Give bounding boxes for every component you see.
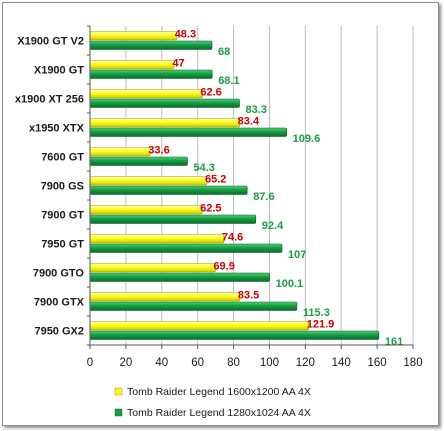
x-tick-label: 80 [227, 357, 240, 369]
category-label: 7900 GTO [33, 268, 85, 280]
category-label: 7950 GX2 [34, 326, 84, 338]
data-label-series-2: 68 [218, 46, 230, 58]
x-tick-label: 180 [403, 357, 422, 369]
bar-series-1 [89, 31, 177, 41]
x-tick-label: 60 [191, 357, 204, 369]
category-label: X1900 GT [34, 65, 84, 77]
bar-series-1 [89, 60, 175, 70]
category-label: 7900 GT [41, 210, 84, 222]
bar-series-2 [89, 98, 240, 108]
category-label: 7600 GT [41, 152, 84, 164]
data-label-series-1: 65.2 [205, 174, 226, 186]
bar-series-2 [89, 272, 270, 282]
data-label-series-1: 47 [172, 58, 184, 70]
data-label-series-2: 161 [385, 336, 403, 348]
data-label-series-1: 33.6 [148, 145, 169, 157]
x-tick-label: 140 [332, 357, 351, 369]
data-label-series-1: 83.5 [238, 290, 259, 302]
bar-series-1 [89, 234, 225, 244]
data-label-series-1: 74.6 [222, 232, 243, 244]
chart-frame [2, 2, 439, 426]
category-label: x1950 XTX [29, 123, 85, 135]
data-label-series-2: 109.6 [293, 133, 321, 145]
category-label: X1900 GT V2 [17, 36, 84, 48]
data-label-series-2: 115.3 [303, 307, 330, 319]
bar-series-1 [89, 263, 216, 273]
data-label-series-2: 107 [288, 249, 306, 261]
data-label-series-1: 48.3 [175, 29, 196, 41]
bar-series-1 [89, 292, 241, 302]
bar-series-2 [89, 156, 188, 166]
bar-series-2 [89, 214, 257, 224]
x-tick-label: 120 [296, 357, 315, 369]
data-label-series-2: 54.3 [193, 162, 214, 174]
bar-series-1 [89, 205, 203, 215]
bar-series-2 [89, 69, 213, 79]
data-label-series-2: 100.1 [276, 278, 304, 290]
x-tick-label: 160 [368, 357, 387, 369]
bar-series-1 [89, 89, 203, 99]
data-label-series-1: 62.6 [200, 87, 221, 99]
bar-series-1 [89, 321, 310, 331]
legend-swatch-series-2 [114, 408, 123, 417]
bar-series-1 [89, 176, 208, 186]
bar-series-1 [89, 118, 240, 128]
legend-swatch-series-1 [114, 387, 123, 396]
bar-series-2 [89, 243, 283, 253]
category-label: x1900 XT 256 [15, 94, 84, 106]
data-label-series-1: 69.9 [213, 261, 234, 273]
category-label: 7950 GT [41, 239, 84, 251]
data-label-series-1: 121.9 [307, 319, 335, 331]
legend-label-series-2: Tomb Raider Legend 1280x1024 AA 4X [127, 407, 311, 419]
bar-series-2 [89, 330, 380, 340]
data-label-series-1: 83.4 [238, 116, 260, 128]
category-label: 7900 GS [41, 181, 84, 193]
category-label: 7900 GTX [34, 297, 85, 309]
legend-label-series-1: Tomb Raider Legend 1600x1200 AA 4X [127, 386, 311, 398]
x-tick-label: 100 [260, 357, 279, 369]
bar-series-2 [89, 127, 287, 137]
x-tick-label: 0 [87, 357, 93, 369]
data-label-series-2: 83.3 [245, 104, 266, 116]
data-label-series-2: 87.6 [253, 191, 274, 203]
data-label-series-2: 68.1 [218, 75, 239, 87]
data-label-series-1: 62.5 [200, 203, 221, 215]
bar-series-2 [89, 185, 248, 195]
chart-legend: Tomb Raider Legend 1600x1200 AA 4X Tomb … [114, 386, 311, 419]
x-tick-label: 40 [155, 357, 168, 369]
x-tick-label: 20 [119, 357, 132, 369]
bar-series-2 [89, 40, 213, 50]
bar-series-2 [89, 301, 298, 311]
data-label-series-2: 92.4 [262, 220, 284, 232]
bar-series-1 [89, 147, 151, 157]
